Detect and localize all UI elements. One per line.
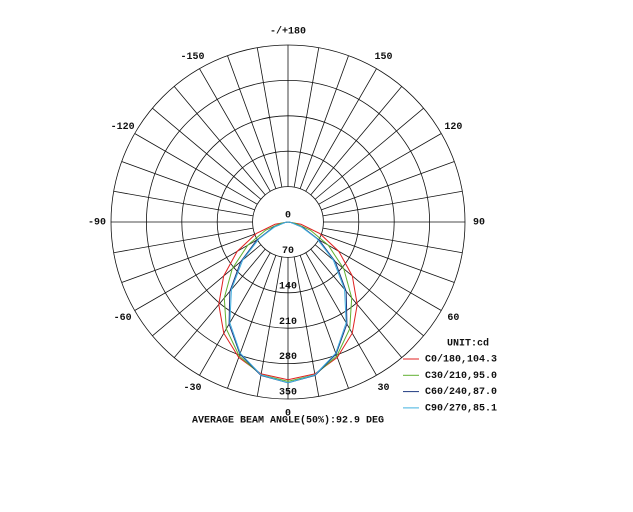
ring <box>181 115 395 329</box>
angle-tick-label: 150 <box>374 52 392 63</box>
r-tick-label: 140 <box>279 281 297 292</box>
angle-tick-label: -150 <box>180 52 204 63</box>
unit-label: UNIT:cd <box>447 338 489 350</box>
angle-tick-label: -30 <box>183 383 201 394</box>
angle-tick-label: -60 <box>114 313 132 324</box>
angle-tick-label: 90 <box>473 218 485 229</box>
legend-label: C0/180,104.3 <box>425 354 497 366</box>
caption: AVERAGE BEAM ANGLE(50%):92.9 DEG <box>192 415 384 427</box>
ring <box>145 79 431 365</box>
legend-label: C60/240,87.0 <box>425 386 497 398</box>
angle-tick-label: 120 <box>444 122 462 133</box>
intensity-curve <box>218 221 358 381</box>
r-tick-label: 70 <box>282 246 294 257</box>
intensity-curve <box>229 221 347 384</box>
angle-tick-label: 0 <box>285 409 291 420</box>
ring <box>110 44 466 400</box>
ring <box>252 186 324 258</box>
angle-tick-label: -120 <box>111 122 135 133</box>
r-tick-label: 210 <box>279 317 297 328</box>
angle-tick-label: 60 <box>447 313 459 324</box>
ring <box>216 150 360 294</box>
legend-label: C30/210,95.0 <box>425 370 497 382</box>
angle-tick-label: 30 <box>377 383 389 394</box>
r-tick-label: 350 <box>279 388 297 399</box>
r-tick-label: 0 <box>285 211 291 222</box>
angle-tick-label: -/+180 <box>270 26 306 38</box>
r-tick-label: 280 <box>279 352 297 363</box>
legend-label: C90/270,85.1 <box>425 403 497 415</box>
intensity-curve <box>223 221 353 382</box>
angle-tick-label: -90 <box>88 218 106 229</box>
